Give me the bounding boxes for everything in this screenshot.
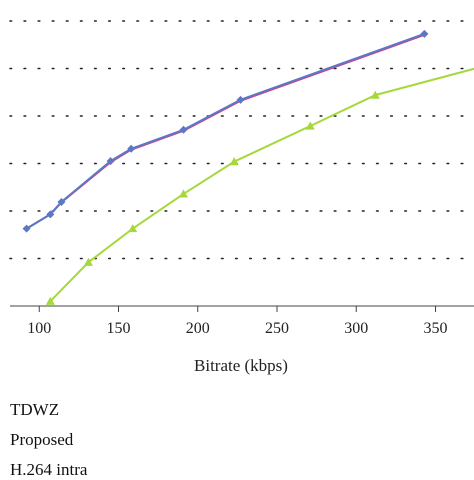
grid-lines (9, 20, 474, 260)
x-tick-label-300: 300 (344, 320, 368, 337)
point-proposed-0 (22, 224, 31, 233)
point-h-264-intra-1 (83, 257, 93, 266)
point-proposed-6 (236, 95, 245, 104)
point-h-264-intra-0 (45, 296, 55, 305)
point-proposed-3 (106, 157, 115, 166)
point-proposed-7 (420, 29, 429, 38)
series-line-tdwz (26, 33, 425, 230)
x-tick-label-150: 150 (107, 320, 131, 337)
x-tick-label-200: 200 (186, 320, 210, 337)
series-proposed (22, 29, 429, 233)
series-tdwz (26, 33, 425, 230)
point-proposed-1 (46, 210, 55, 219)
x-tick-label-350: 350 (424, 320, 448, 337)
legend-entry-proposed: Proposed (10, 430, 74, 449)
series-line-proposed (26, 32, 425, 230)
series-h-264-intra (45, 67, 474, 305)
point-proposed-4 (127, 144, 136, 153)
point-h-264-intra-5 (305, 121, 315, 130)
x-tick-label-100: 100 (27, 320, 51, 337)
point-h-264-intra-6 (370, 90, 380, 99)
point-proposed-2 (57, 197, 66, 206)
legend-entry-tdwz: TDWZ (10, 400, 60, 419)
series-line-h-264-intra (49, 67, 474, 302)
series-group (22, 29, 474, 305)
x-axis-ticks: 100 150 200 250 300 350 (27, 306, 448, 337)
point-h-264-intra-4 (229, 157, 239, 166)
point-h-264-intra-2 (128, 224, 138, 233)
x-tick-label-250: 250 (265, 320, 289, 337)
legend-entry-h264-intra: H.264 intra (10, 460, 88, 479)
point-proposed-5 (179, 125, 188, 134)
point-h-264-intra-3 (178, 189, 188, 198)
x-axis-title: Bitrate (kbps) (194, 356, 288, 375)
